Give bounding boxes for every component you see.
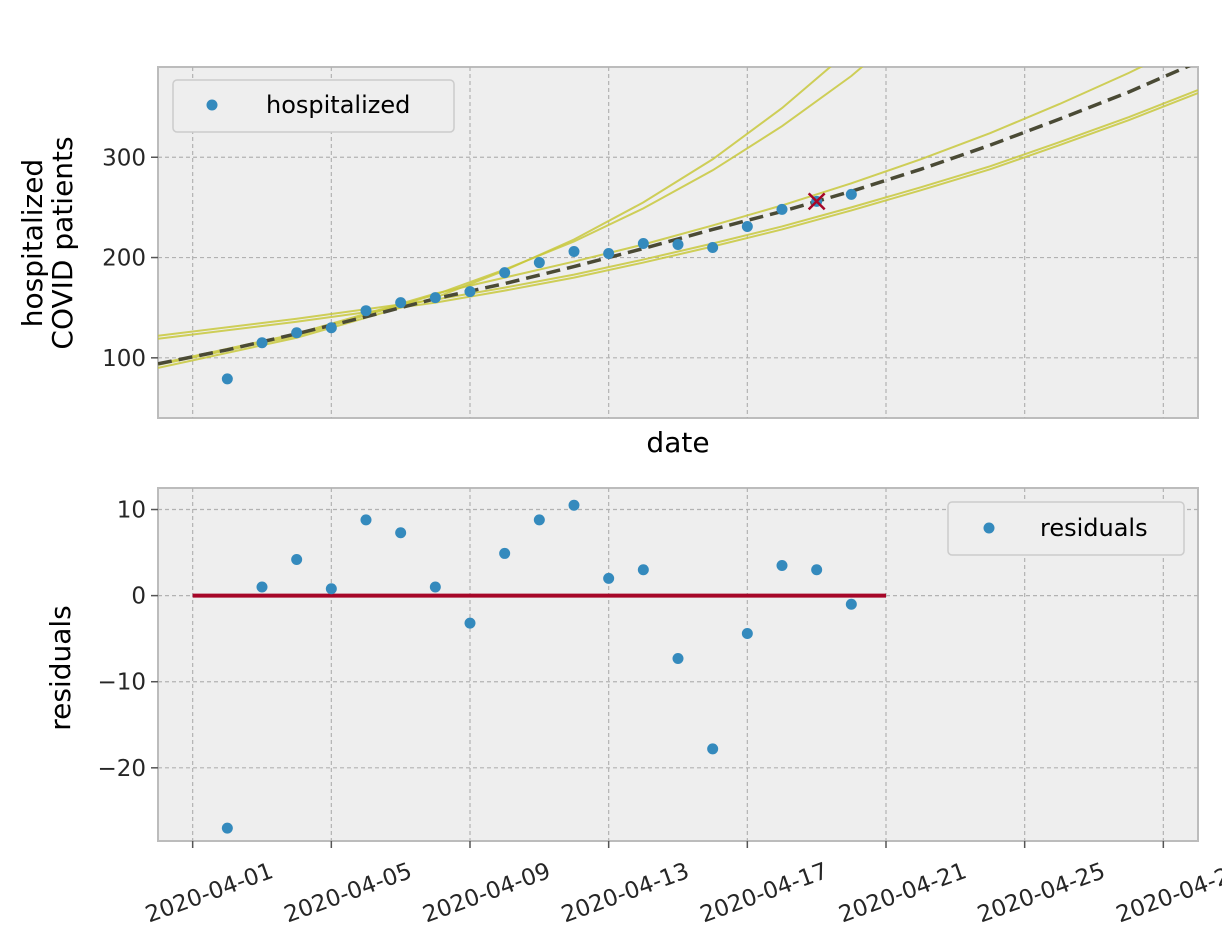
residual-point-15	[741, 628, 753, 640]
residual-point-9	[533, 514, 545, 526]
bottom-legend-marker	[983, 522, 995, 534]
residual-point-13	[672, 652, 684, 664]
residual-point-3	[325, 583, 337, 595]
residual-point-10	[568, 499, 580, 511]
residual-point-1	[256, 581, 268, 593]
bottom-y-ticks: 10 0 −10 −20	[97, 498, 158, 782]
hospitalized-point-15	[741, 220, 753, 232]
top-panel: 100 200 300 hospitalized date hospitalized…	[16, 66, 1199, 459]
bottom-panel: 10 0 −10 −20 2020-04-01 2020-04-05 2020-04-09…	[44, 487, 1222, 928]
bottom-x-ticks: 2020-04-01 2020-04-05 2020-04-09 2020-04-13…	[142, 841, 1222, 928]
x-tick-label-5: 2020-04-21	[836, 858, 971, 928]
bottom-y-tick-label-1: 0	[131, 584, 146, 610]
residual-point-0	[221, 822, 233, 834]
hospitalized-point-18	[845, 188, 857, 200]
hospitalized-point-4	[360, 305, 372, 317]
x-tick-label-1: 2020-04-05	[281, 858, 416, 928]
x-tick-label-7: 2020-04-29	[1113, 858, 1222, 928]
hospitalized-point-6	[429, 292, 441, 304]
top-legend: hospitalized	[172, 79, 455, 133]
top-legend-label: hospitalized	[266, 91, 410, 119]
bottom-legend: residuals	[947, 501, 1185, 556]
hospitalized-point-14	[707, 242, 719, 254]
residual-point-4	[360, 514, 372, 526]
x-tick-label-0: 2020-04-01	[142, 858, 277, 928]
bottom-legend-box	[947, 501, 1185, 556]
bottom-y-tick-label-0: 10	[117, 498, 146, 524]
hospitalized-point-8	[499, 267, 511, 279]
hospitalized-point-13	[672, 239, 684, 251]
hospitalized-point-12	[637, 238, 649, 250]
hospitalized-point-5	[395, 297, 407, 309]
hospitalized-point-2	[291, 327, 303, 339]
x-tick-label-3: 2020-04-13	[558, 858, 693, 928]
bottom-series	[192, 499, 886, 834]
top-y-tick-label-2: 300	[102, 145, 146, 171]
bottom-y-axis-label: residuals	[44, 605, 77, 731]
hospitalized-point-1	[256, 337, 268, 349]
residual-point-17	[811, 564, 823, 576]
residual-point-8	[499, 547, 511, 559]
residual-point-6	[429, 581, 441, 593]
residual-point-7	[464, 617, 476, 629]
top-y-tick-label-0: 100	[102, 346, 146, 372]
hospitalized-point-7	[464, 286, 476, 298]
residual-point-2	[291, 553, 303, 565]
hospitalized-point-16	[776, 203, 788, 215]
residual-point-16	[776, 559, 788, 571]
residual-point-14	[707, 743, 719, 755]
hospitalized-point-3	[325, 322, 337, 334]
fit-curve-0	[158, 67, 832, 369]
bottom-y-tick-label-2: −10	[97, 670, 146, 696]
residual-point-12	[637, 564, 649, 576]
bottom-y-tick-label-3: −20	[97, 756, 146, 782]
bottom-legend-label: residuals	[1040, 514, 1148, 542]
top-y-ticks: 100 200 300	[102, 145, 158, 372]
residual-point-11	[603, 572, 615, 584]
top-y-tick-label-1: 200	[102, 246, 146, 272]
x-tick-label-6: 2020-04-25	[974, 858, 1109, 928]
top-legend-marker	[206, 99, 218, 111]
x-tick-label-4: 2020-04-17	[697, 858, 832, 928]
top-series	[158, 67, 1198, 385]
hospitalized-point-10	[568, 246, 580, 258]
hospitalized-point-0	[221, 373, 233, 385]
top-x-axis-label: date	[646, 426, 709, 459]
highlight-x-marker	[807, 192, 826, 211]
top-legend-box	[172, 79, 455, 133]
top-y-axis-label-line2: COVID patients	[46, 136, 79, 349]
top-y-axis-label-line1: hospitalized	[16, 159, 49, 327]
hospitalized-point-11	[603, 248, 615, 260]
residual-point-18	[845, 598, 857, 610]
hospitalized-point-9	[533, 257, 545, 269]
fit-curve-3	[158, 92, 1198, 340]
x-tick-label-2: 2020-04-09	[420, 858, 555, 928]
fit-curve-4	[158, 67, 1144, 365]
residual-point-5	[395, 527, 407, 539]
